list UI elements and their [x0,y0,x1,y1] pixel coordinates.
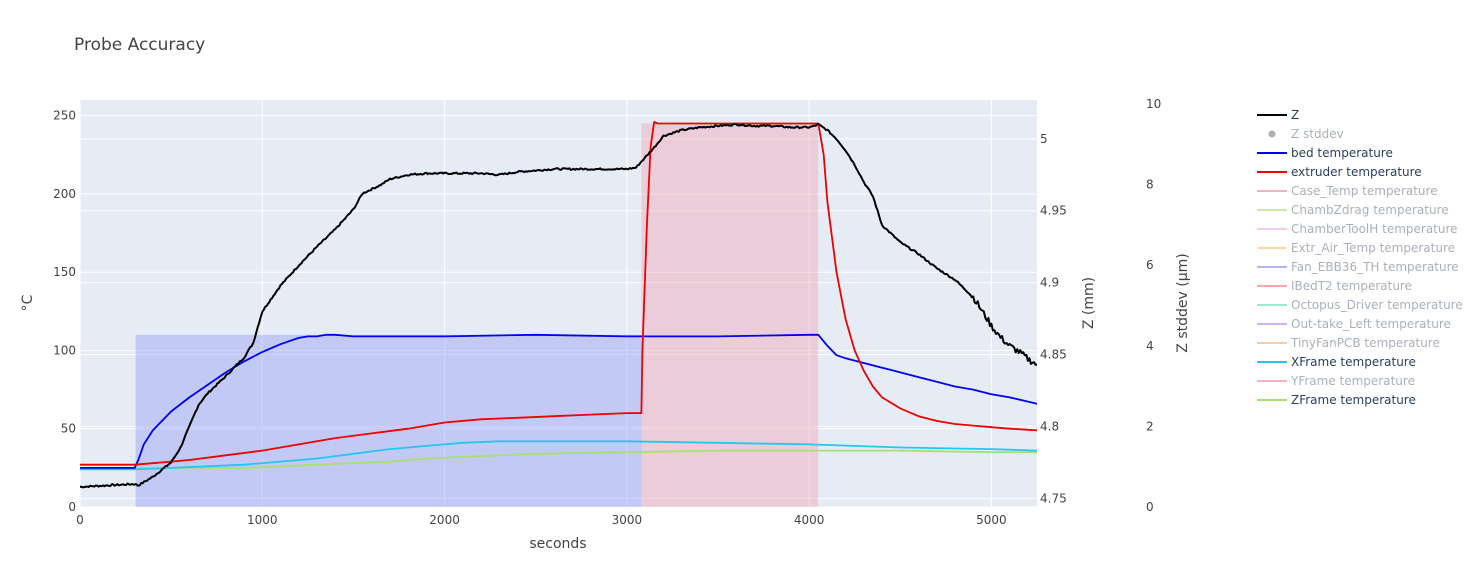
legend-item[interactable]: Extr_Air_Temp temperature [1257,241,1455,255]
legend-item[interactable]: Z [1257,108,1299,122]
legend-label: Z stddev [1291,127,1344,141]
legend-item[interactable]: bed temperature [1257,146,1393,160]
y-z-tick-label: 4.85 [1040,348,1067,362]
x-tick-label: 5000 [976,513,1007,527]
y-stddev-axis-ticks: 0 2 4 6 8 10 [1146,97,1161,514]
legend-label: Extr_Air_Temp temperature [1291,241,1455,255]
series-line-xframe-temperature [80,440,1038,471]
y-z-tick-label: 4.95 [1040,204,1067,218]
y-z-tick-label: 4.75 [1040,491,1067,505]
legend-item[interactable]: ZFrame temperature [1257,393,1416,407]
x-tick-label: 0 [76,513,84,527]
legend-label: IBedT2 temperature [1291,279,1412,293]
y-left-tick-label: 150 [53,265,76,279]
y-z-axis-title: Z (mm) [1081,277,1097,329]
legend-item[interactable]: Out-take_Left temperature [1257,317,1451,331]
y-stddev-tick-label: 8 [1146,178,1154,192]
legend-label: extruder temperature [1291,165,1422,179]
x-tick-label: 2000 [429,513,460,527]
shaded-region-1 [641,123,819,507]
y-left-tick-label: 0 [68,500,76,514]
shaded-regions [135,123,819,507]
legend-label: XFrame temperature [1291,355,1416,369]
y-left-tick-label: 200 [53,187,76,201]
series-line-bed-temperature [80,333,1038,469]
legend-label: Out-take_Left temperature [1291,317,1451,331]
chart-title: Probe Accuracy [74,35,205,55]
legend-marker [1268,130,1276,138]
y-stddev-axis-title: Z stddev (µm) [1175,253,1191,352]
legend-item[interactable]: ChambZdrag temperature [1257,203,1449,217]
legend-item[interactable]: YFrame temperature [1257,374,1415,388]
legend-label: ChamberToolH temperature [1291,222,1458,236]
y-stddev-tick-label: 10 [1146,97,1161,111]
legend-label: ZFrame temperature [1291,393,1416,407]
legend-item[interactable]: Z stddev [1268,127,1344,141]
y-left-axis-ticks: 0 50 100 150 200 250 [53,109,76,514]
y-stddev-tick-label: 0 [1146,500,1154,514]
legend-label: Case_Temp temperature [1291,184,1438,198]
series-line-extruder-temperature [80,121,1038,466]
y-left-axis-title: °C [20,294,36,311]
legend-item[interactable]: Fan_EBB36_TH temperature [1257,260,1459,274]
legend-label: ChambZdrag temperature [1291,203,1449,217]
legend-item[interactable]: IBedT2 temperature [1257,279,1412,293]
grid [79,100,1037,508]
y-z-tick-label: 5 [1040,132,1048,146]
y-stddev-tick-label: 2 [1146,419,1154,433]
y-left-tick-label: 250 [53,109,76,123]
y-z-tick-label: 4.8 [1040,419,1059,433]
legend-label: Z [1291,108,1299,122]
legend-label: TinyFanPCB temperature [1290,336,1440,350]
y-left-tick-label: 100 [53,343,76,357]
legend-label: Fan_EBB36_TH temperature [1291,260,1459,274]
legend-label: bed temperature [1291,146,1393,160]
series-group [79,121,1038,489]
legend-item[interactable]: TinyFanPCB temperature [1257,336,1440,350]
legend-label: Octopus_Driver temperature [1291,298,1463,312]
y-stddev-tick-label: 4 [1146,339,1154,353]
x-axis-ticks: 0 1000 2000 3000 4000 5000 [76,513,1007,527]
legend-item[interactable]: Case_Temp temperature [1257,184,1438,198]
series-line-zframe-temperature [80,449,1037,469]
legend: Z Z stddev bed temperature extruder tempera… [1257,108,1463,407]
y-z-tick-label: 4.9 [1040,276,1059,290]
legend-label: YFrame temperature [1290,374,1415,388]
x-tick-label: 4000 [794,513,825,527]
legend-item[interactable]: ChamberToolH temperature [1257,222,1458,236]
x-axis-title: seconds [529,536,586,552]
y-left-tick-label: 50 [61,422,76,436]
y-stddev-tick-label: 6 [1146,258,1154,272]
series-line-z [79,122,1038,489]
legend-item[interactable]: XFrame temperature [1257,355,1416,369]
x-tick-label: 1000 [247,513,278,527]
legend-item[interactable]: Octopus_Driver temperature [1257,298,1463,312]
shaded-region-0 [135,334,642,507]
legend-item[interactable]: extruder temperature [1257,165,1422,179]
y-z-axis-ticks: 4.75 4.8 4.85 4.9 4.95 5 [1040,132,1067,506]
x-tick-label: 3000 [612,513,643,527]
